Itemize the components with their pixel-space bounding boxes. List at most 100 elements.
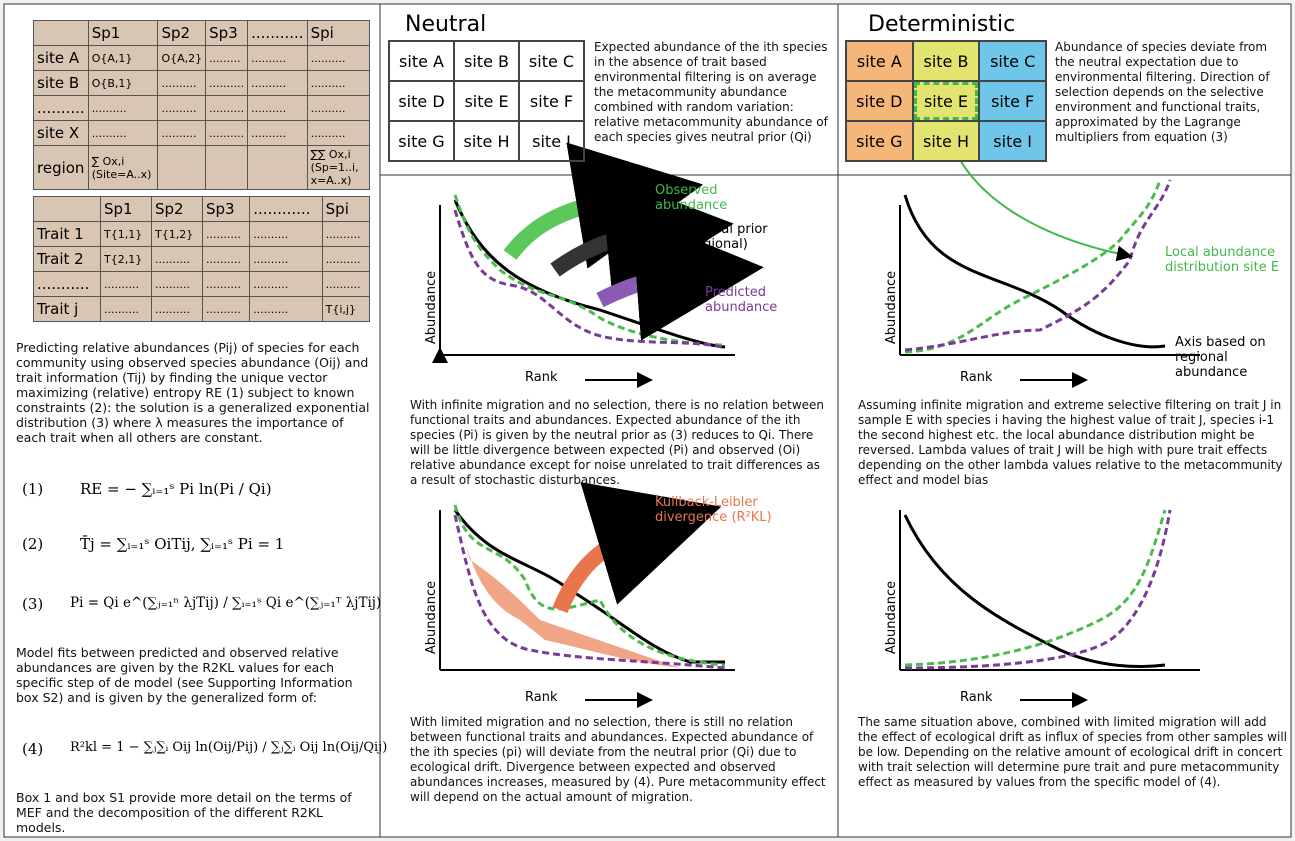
cell: ∑∑ Ox,i (Sp=1..i, x=A..x): [306, 145, 371, 190]
row: ........................................…: [32, 271, 371, 297]
site-cell: site C: [519, 41, 584, 81]
cell: ..........: [306, 70, 371, 96]
y-label: Abundance: [884, 580, 900, 655]
neutral-chart-2: [439, 482, 735, 708]
x-label: Rank: [525, 370, 558, 385]
site-cell: site D: [389, 81, 454, 121]
cell: ..........: [321, 246, 371, 272]
neutral-chart-1: [440, 142, 764, 388]
eq-label: (1): [22, 480, 44, 498]
header-cell: ...........: [247, 20, 308, 46]
cell: ..........: [249, 271, 323, 297]
cell: ..........: [306, 95, 371, 121]
cell: ..........: [306, 120, 371, 146]
label: Predicted abundance: [705, 285, 778, 315]
cell: ..........: [157, 120, 207, 146]
label: Local abundance distribution site E: [1165, 245, 1280, 275]
row: Trait 2 T{2,1}...........................…: [32, 246, 371, 272]
cell: ..........: [201, 246, 251, 272]
cell: O{A,1}: [87, 45, 159, 71]
cell: ..........: [205, 120, 249, 146]
header-cell: Sp3: [205, 20, 249, 46]
label: Neutral prior (regional): [685, 222, 768, 252]
caption: With limited migration and no selection,…: [410, 715, 826, 804]
cell: ..........: [87, 95, 159, 121]
cell: Trait 1: [32, 221, 102, 247]
eq-label: (4): [22, 740, 44, 758]
cell: O{A,2}: [157, 45, 207, 71]
row: site X..................................…: [33, 120, 371, 146]
label: Observed abundance: [655, 183, 728, 213]
cell: ..........: [247, 45, 308, 71]
cell: site X: [33, 120, 89, 146]
header-cell: Sp1: [100, 196, 152, 222]
header-cell: Sp2: [150, 196, 203, 222]
site-cell: site A: [846, 41, 913, 81]
cell: Trait 2: [32, 246, 102, 272]
cell: ..........: [247, 95, 308, 121]
caption: Assuming infinite migration and extreme …: [858, 398, 1283, 487]
cell: Trait j: [32, 296, 102, 322]
cell: T{2,1}: [100, 246, 152, 272]
eq-label: (3): [22, 595, 44, 613]
cell: ..........: [87, 120, 159, 146]
header-row: Sp1 Sp2 Sp3........... Spi: [33, 20, 371, 46]
corner-cell: [33, 20, 89, 46]
row: site B O{B,1}............................…: [33, 70, 371, 96]
x-label: Rank: [960, 370, 993, 385]
corner-cell: [32, 196, 102, 222]
row: site A O{A,1} O{A,2}......................…: [33, 45, 371, 71]
y-label: Abundance: [424, 580, 440, 655]
equation: R²kl = 1 − ∑ⱼ∑ᵢ Oij ln(Oij/Pij) / ∑ⱼ∑ᵢ O…: [70, 740, 388, 755]
site-cell: site B: [454, 41, 519, 81]
site-cell: site F: [519, 81, 584, 121]
site-cell: site G: [389, 121, 454, 161]
cell: ..........: [33, 95, 89, 121]
fits: Model fits between predicted and observe…: [16, 645, 353, 705]
cell: ..........: [247, 120, 308, 146]
header-cell: ............: [249, 196, 323, 222]
site-cell: site I: [979, 121, 1046, 161]
x-label: Rank: [960, 690, 993, 705]
det-chart-2: [899, 509, 1200, 708]
cell: .........: [205, 45, 249, 71]
y-label: Abundance: [884, 270, 900, 345]
cell: ..........: [321, 221, 371, 247]
cell: region: [33, 145, 89, 190]
x-label: Rank: [525, 690, 558, 705]
site-cell: site E: [454, 81, 519, 121]
site-cell: site I: [519, 121, 584, 161]
description: Expected abundance of the ith species in…: [594, 40, 828, 144]
row: ........................................…: [33, 95, 371, 121]
header-row: Sp1 Sp2 Sp3............ Spi: [32, 196, 371, 222]
abundance-table: Sp1 Sp2 Sp3........... Spi site A O{A,1} O{A,2…: [33, 20, 371, 190]
heading: Neutral: [405, 12, 487, 37]
cell: ..........: [157, 70, 207, 96]
cell: ..........: [205, 70, 249, 96]
row: Trait 1 T{1,1} T{1,2}.....................…: [32, 221, 371, 247]
row: region ∑ Ox,i (Site=A..x) ∑∑ Ox,i (Sp=1..i…: [33, 145, 371, 190]
footer: Box 1 and box S1 provide more detail on …: [16, 790, 352, 835]
site-cell: site G: [846, 121, 913, 161]
header-cell: Sp1: [87, 20, 159, 46]
label: Axis based on regional abundance: [1175, 335, 1266, 380]
site-cell: site E: [912, 81, 980, 121]
header-cell: Spi: [306, 20, 371, 46]
cell: ..........: [150, 296, 203, 322]
cell: T{1,2}: [150, 221, 203, 247]
site-cell: site B: [912, 41, 980, 81]
eq-label: (2): [22, 535, 44, 553]
label: Kullback-Leibler divergence (R²KL): [655, 495, 772, 525]
site-cell: site A: [389, 41, 454, 81]
site-cell: site F: [979, 81, 1046, 121]
cell: ..........: [321, 271, 371, 297]
caption: The same situation above, combined with …: [858, 715, 1287, 789]
cell: ..........: [249, 296, 323, 322]
header-cell: Sp2: [157, 20, 207, 46]
equation: T̄j = ∑ᵢ₌₁ˢ OiTij, ∑ᵢ₌₁ˢ Pi = 1: [80, 535, 285, 553]
description: Abundance of species deviate from the ne…: [1055, 40, 1270, 144]
cell: ..........: [201, 296, 251, 322]
heading: Deterministic: [868, 12, 1016, 37]
cell: ..........: [249, 246, 323, 272]
